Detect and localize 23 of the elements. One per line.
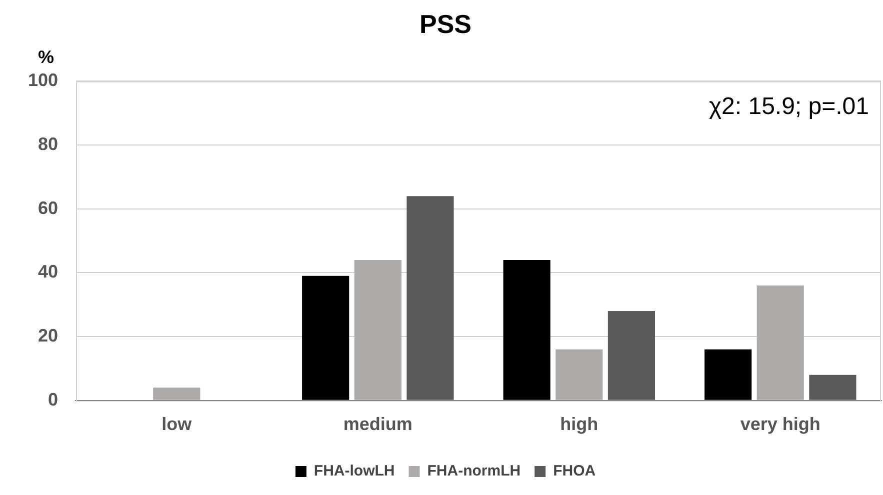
y-tick-label: 0 (48, 389, 58, 410)
y-tick-label: 60 (38, 198, 58, 218)
x-tick-label: very high (740, 414, 820, 434)
y-axis-title: % (38, 47, 54, 68)
legend-label: FHA-normLH (427, 462, 521, 480)
bar (354, 260, 402, 400)
x-tick-label: medium (343, 414, 412, 434)
legend-label: FHOA (553, 462, 596, 480)
annotation: χ2: 15.9; p=.01 (708, 92, 869, 120)
y-tick-label: 20 (38, 326, 58, 346)
y-tick-label: 80 (38, 134, 58, 154)
bar (556, 349, 603, 400)
bar (153, 388, 200, 400)
chart-title: PSS (419, 8, 472, 39)
bar (608, 311, 656, 400)
y-tick-label: 40 (38, 262, 58, 282)
bar (406, 196, 454, 400)
x-tick-label: low (162, 414, 193, 434)
x-tick-label: high (560, 414, 598, 434)
bar (756, 285, 804, 400)
y-tick-label: 100 (28, 70, 58, 90)
bar (809, 374, 856, 400)
legend-label: FHA-lowLH (314, 462, 395, 480)
